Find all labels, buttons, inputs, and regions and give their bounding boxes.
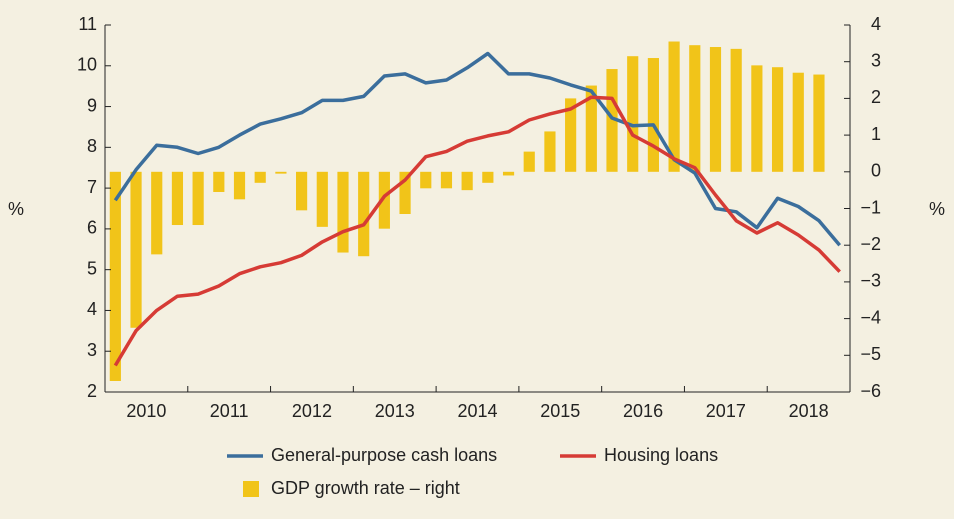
x-tick-label: 2014 (457, 401, 497, 421)
legend-label: GDP growth rate – right (271, 478, 460, 498)
y2-tick-label: −4 (860, 307, 881, 327)
bar (751, 65, 763, 172)
bar (502, 171, 515, 176)
x-tick-label: 2015 (540, 401, 580, 421)
y2-tick-label: 3 (871, 50, 881, 70)
x-tick-label: 2017 (706, 401, 746, 421)
bar (461, 171, 473, 191)
legend-swatch (243, 481, 259, 497)
y2-tick-label: −3 (860, 271, 881, 291)
line (113, 95, 841, 367)
y2-tick-label: 0 (871, 161, 881, 181)
bar (337, 171, 349, 253)
bar (565, 98, 577, 172)
bar (378, 171, 390, 229)
y2-tick-label: −1 (860, 197, 881, 217)
y2-tick-label: 4 (871, 14, 881, 34)
y-tick-label: 9 (87, 95, 97, 115)
y-tick-label: 5 (87, 258, 97, 278)
bar (627, 56, 639, 172)
y2-tick-label: 2 (871, 87, 881, 107)
legend-label: Housing loans (604, 445, 718, 465)
bar (585, 85, 597, 172)
x-tick-label: 2011 (210, 401, 249, 421)
x-tick-label: 2016 (623, 401, 663, 421)
x-tick-label: 2012 (292, 401, 332, 421)
y2-axis-label: % (929, 199, 945, 219)
y-tick-label: 7 (87, 177, 97, 197)
y-tick-label: 4 (87, 299, 97, 319)
bar (689, 45, 701, 172)
y-axis-label: % (8, 199, 24, 219)
bar (813, 74, 825, 172)
bar (151, 171, 163, 255)
y-tick-label: 10 (77, 55, 97, 75)
bar (109, 171, 121, 381)
x-tick-label: 2013 (375, 401, 415, 421)
y-tick-label: 3 (87, 340, 97, 360)
bar (254, 171, 266, 183)
bar (275, 171, 287, 174)
bar (482, 171, 494, 183)
bar (399, 171, 411, 215)
bar (192, 171, 204, 226)
bar (420, 171, 432, 189)
bar (213, 171, 225, 192)
bar (709, 47, 722, 172)
bar (668, 41, 680, 172)
x-tick-label: 2018 (789, 401, 829, 421)
bar (792, 72, 804, 172)
legend-label: General-purpose cash loans (271, 445, 497, 465)
line (113, 51, 842, 247)
y-tick-label: 6 (87, 218, 97, 238)
bar (730, 48, 742, 172)
bar (316, 171, 328, 227)
bar (647, 58, 659, 172)
bar (233, 171, 246, 200)
bar (544, 131, 556, 172)
y-tick-label: 8 (87, 136, 97, 156)
bar (296, 171, 308, 211)
bar (523, 151, 535, 172)
bar (358, 171, 370, 257)
y2-tick-label: 1 (871, 124, 881, 144)
y2-tick-label: −2 (860, 234, 881, 254)
y-tick-label: 2 (87, 381, 97, 401)
y-tick-label: 11 (78, 14, 97, 34)
bar (171, 171, 184, 226)
bar (440, 171, 453, 189)
y2-tick-label: −5 (860, 344, 881, 364)
bar (606, 69, 618, 172)
bar (130, 171, 142, 328)
bar (771, 67, 784, 172)
x-tick-label: 2010 (126, 401, 166, 421)
y2-tick-label: −6 (860, 381, 881, 401)
